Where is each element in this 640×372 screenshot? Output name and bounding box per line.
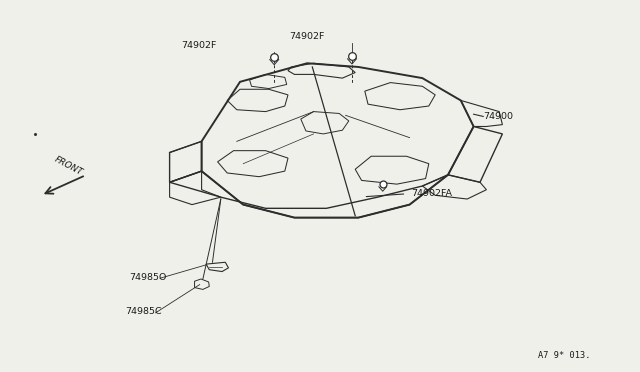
Text: 74902F: 74902F — [180, 41, 216, 50]
Text: 74985O: 74985O — [129, 273, 166, 282]
Text: 74902FA: 74902FA — [412, 189, 452, 198]
Text: 74900: 74900 — [483, 112, 513, 121]
Text: 74902F: 74902F — [289, 32, 325, 41]
Text: FRONT: FRONT — [53, 154, 84, 177]
Text: 74985C: 74985C — [125, 307, 161, 316]
Text: A7 9* 013.: A7 9* 013. — [538, 351, 590, 360]
